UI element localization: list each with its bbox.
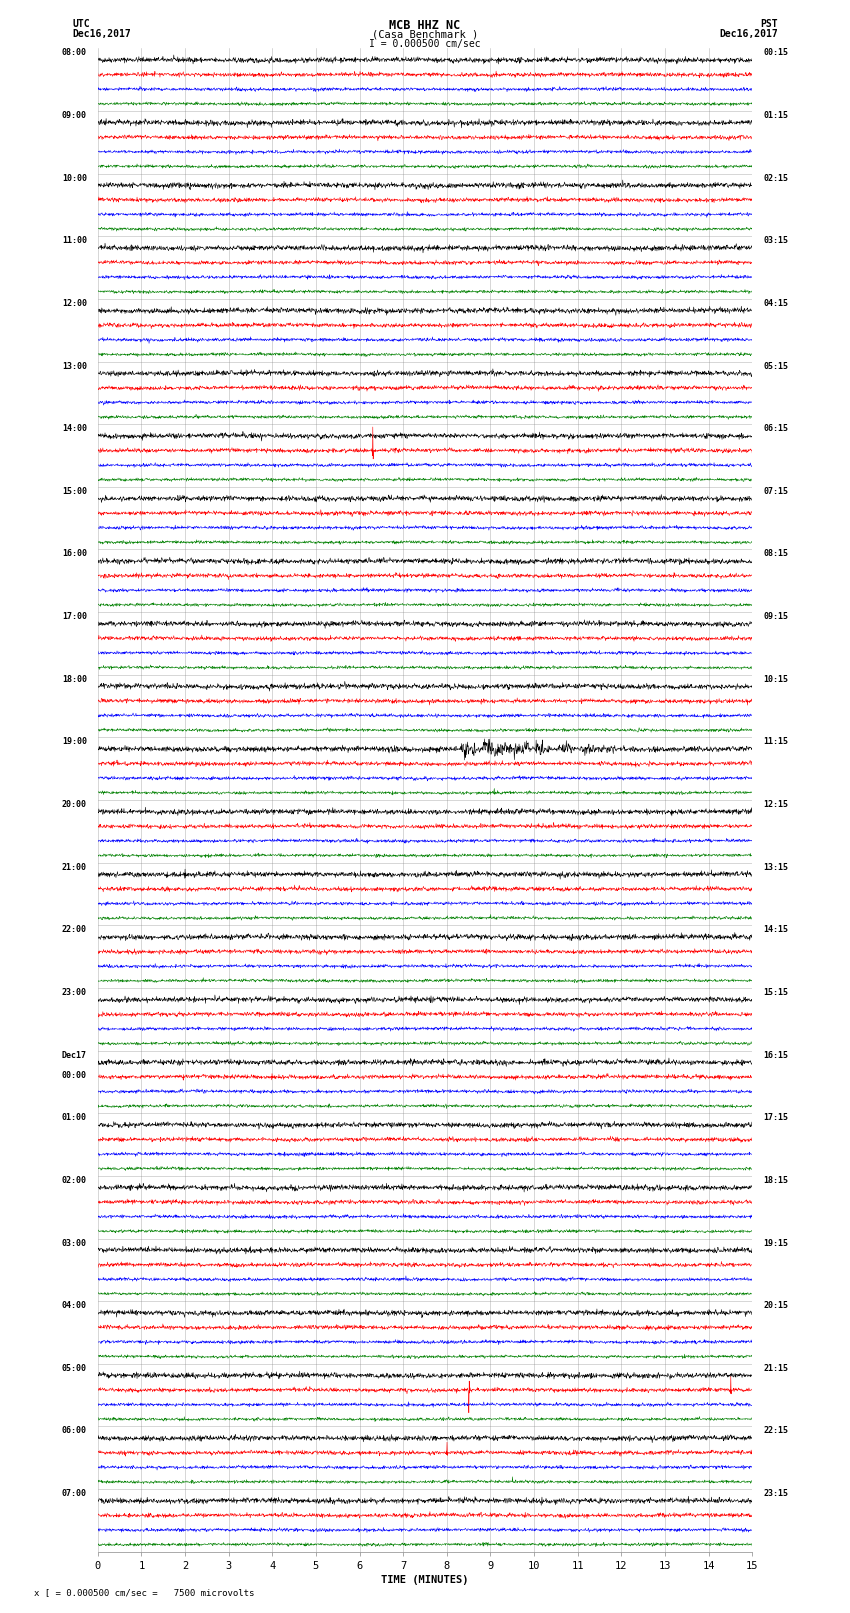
Text: MCB HHZ NC: MCB HHZ NC [389,19,461,32]
Text: 05:00: 05:00 [62,1365,87,1373]
Text: 05:15: 05:15 [763,361,788,371]
Text: 13:15: 13:15 [763,863,788,871]
Text: 08:15: 08:15 [763,550,788,558]
Text: 01:15: 01:15 [763,111,788,119]
Text: 04:15: 04:15 [763,298,788,308]
Text: 03:00: 03:00 [62,1239,87,1247]
Text: Dec17: Dec17 [62,1050,87,1060]
Text: 03:15: 03:15 [763,237,788,245]
Text: 09:00: 09:00 [62,111,87,119]
Text: 04:00: 04:00 [62,1302,87,1310]
Text: 15:15: 15:15 [763,987,788,997]
Text: 18:15: 18:15 [763,1176,788,1186]
Text: 08:00: 08:00 [62,48,87,58]
Text: 21:00: 21:00 [62,863,87,871]
Text: 00:00: 00:00 [62,1071,87,1079]
Text: 15:00: 15:00 [62,487,87,495]
Text: 07:15: 07:15 [763,487,788,495]
Text: 12:00: 12:00 [62,298,87,308]
Text: 20:15: 20:15 [763,1302,788,1310]
Text: 11:15: 11:15 [763,737,788,747]
Text: 23:15: 23:15 [763,1489,788,1498]
Text: 10:00: 10:00 [62,174,87,182]
Text: 23:00: 23:00 [62,987,87,997]
Text: 01:00: 01:00 [62,1113,87,1123]
Text: 10:15: 10:15 [763,674,788,684]
Text: (Casa Benchmark ): (Casa Benchmark ) [371,29,478,39]
X-axis label: TIME (MINUTES): TIME (MINUTES) [382,1574,468,1586]
Text: 17:15: 17:15 [763,1113,788,1123]
Text: 06:15: 06:15 [763,424,788,434]
Text: 09:15: 09:15 [763,613,788,621]
Text: 21:15: 21:15 [763,1365,788,1373]
Text: x [ = 0.000500 cm/sec =   7500 microvolts: x [ = 0.000500 cm/sec = 7500 microvolts [34,1587,254,1597]
Text: Dec16,2017: Dec16,2017 [719,29,778,39]
Text: 16:15: 16:15 [763,1050,788,1060]
Text: 12:15: 12:15 [763,800,788,810]
Text: 14:15: 14:15 [763,926,788,934]
Text: 11:00: 11:00 [62,237,87,245]
Text: 13:00: 13:00 [62,361,87,371]
Text: 16:00: 16:00 [62,550,87,558]
Text: I = 0.000500 cm/sec: I = 0.000500 cm/sec [369,39,481,48]
Text: 14:00: 14:00 [62,424,87,434]
Text: 02:00: 02:00 [62,1176,87,1186]
Text: 17:00: 17:00 [62,613,87,621]
Text: PST: PST [760,19,778,29]
Text: 07:00: 07:00 [62,1489,87,1498]
Text: UTC: UTC [72,19,90,29]
Text: 02:15: 02:15 [763,174,788,182]
Text: 06:00: 06:00 [62,1426,87,1436]
Text: 18:00: 18:00 [62,674,87,684]
Text: 22:15: 22:15 [763,1426,788,1436]
Text: 19:00: 19:00 [62,737,87,747]
Text: 22:00: 22:00 [62,926,87,934]
Text: 20:00: 20:00 [62,800,87,810]
Text: Dec16,2017: Dec16,2017 [72,29,131,39]
Text: 00:15: 00:15 [763,48,788,58]
Text: 19:15: 19:15 [763,1239,788,1247]
